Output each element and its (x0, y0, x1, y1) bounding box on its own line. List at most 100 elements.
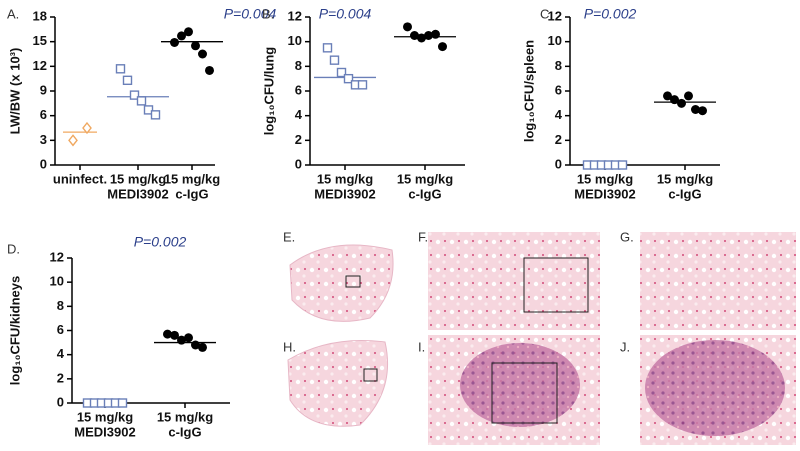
y-tick-label: 2 (57, 370, 64, 385)
x-tick-label: 15 mg/kg (164, 171, 220, 186)
data-point (143, 105, 154, 115)
panel-label: F. (418, 229, 428, 244)
y-tick-label: 4 (555, 107, 563, 122)
x-tick-label: c-IgG (168, 424, 201, 439)
p-value: P=0.002 (584, 6, 637, 22)
data-point (115, 64, 126, 74)
data-point (198, 49, 207, 59)
y-tick-label: 6 (555, 82, 562, 97)
data-point (177, 31, 186, 41)
y-axis-label: log₁₀CFU/kidneys (7, 276, 22, 385)
data-point (617, 160, 628, 170)
y-tick-label: 8 (555, 58, 562, 73)
p-value: P=0.004 (224, 6, 277, 22)
panel-label: I. (418, 339, 425, 354)
y-tick-label: 10 (50, 274, 64, 289)
x-tick-label: MEDI3902 (574, 186, 635, 201)
y-tick-label: 0 (57, 394, 64, 409)
data-point (184, 27, 193, 37)
x-tick-label: 15 mg/kg (157, 409, 213, 424)
x-tick-label: MEDI3902 (107, 186, 168, 201)
x-tick-label: 15 mg/kg (317, 171, 373, 186)
data-point (177, 335, 186, 345)
y-axis-label: LW/BW (x 10³) (7, 48, 22, 135)
y-tick-label: 9 (40, 82, 47, 97)
data-point (424, 31, 433, 40)
y-tick-label: 8 (295, 58, 302, 73)
data-point (82, 121, 92, 135)
p-value: P=0.004 (319, 6, 372, 22)
data-point (431, 29, 440, 39)
data-point (136, 96, 147, 106)
x-tick-label: c-IgG (668, 186, 701, 201)
y-tick-label: 0 (295, 156, 302, 171)
y-tick-label: 0 (40, 156, 47, 171)
data-point (329, 55, 340, 65)
y-tick-label: 6 (40, 107, 47, 122)
x-tick-label: 15 mg/kg (110, 171, 166, 186)
y-tick-label: 8 (57, 298, 64, 313)
data-point (191, 41, 200, 51)
data-point (417, 33, 426, 43)
y-tick-label: 4 (57, 346, 65, 361)
y-axis-label: log₁₀CFU/spleen (521, 40, 536, 142)
x-tick-label: 15 mg/kg (77, 409, 133, 424)
data-point (191, 340, 200, 350)
data-point (698, 106, 707, 116)
y-tick-label: 12 (50, 249, 64, 264)
y-tick-label: 12 (288, 8, 302, 23)
data-point (438, 42, 447, 52)
data-point (684, 91, 693, 101)
data-point (410, 31, 419, 40)
y-tick-label: 12 (33, 58, 47, 73)
y-tick-label: 12 (548, 8, 562, 23)
data-point (163, 329, 172, 339)
data-point (343, 73, 354, 84)
data-point (670, 95, 679, 105)
x-tick-label: c-IgG (175, 186, 208, 201)
data-point (677, 98, 686, 108)
data-point (198, 342, 207, 352)
y-tick-label: 10 (288, 33, 302, 48)
x-tick-label: 15 mg/kg (657, 171, 713, 186)
x-tick-label: uninfect. (53, 171, 107, 186)
panel-label: E. (283, 229, 295, 244)
p-value: P=0.002 (134, 234, 187, 250)
panel-label: G. (620, 229, 634, 244)
x-tick-label: MEDI3902 (314, 186, 375, 201)
y-axis-label: log₁₀CFU/lung (261, 47, 276, 136)
y-tick-label: 15 (33, 33, 47, 48)
data-point (68, 134, 78, 147)
data-point (122, 75, 133, 86)
panel-label: C. (540, 6, 553, 21)
x-tick-label: c-IgG (408, 186, 441, 201)
panel-label: A. (7, 6, 19, 21)
data-point (170, 330, 179, 340)
y-tick-label: 6 (295, 82, 302, 97)
y-tick-label: 18 (33, 8, 47, 23)
x-tick-label: 15 mg/kg (397, 171, 453, 186)
panel-label: J. (620, 339, 630, 354)
data-point (403, 22, 412, 32)
histology-images (287, 232, 796, 445)
data-point (322, 43, 333, 53)
data-point (184, 333, 193, 343)
y-tick-label: 4 (295, 107, 303, 122)
panel-label: H. (283, 339, 296, 354)
panel-label: D. (7, 241, 20, 256)
data-point (663, 91, 672, 101)
data-point (150, 110, 161, 120)
y-tick-label: 0 (555, 156, 562, 171)
x-tick-label: MEDI3902 (74, 424, 135, 439)
data-point (170, 37, 179, 47)
x-tick-label: 15 mg/kg (577, 171, 633, 186)
y-tick-label: 2 (555, 132, 562, 147)
panel-label: B. (262, 6, 274, 21)
data-point (117, 398, 128, 408)
data-point (357, 80, 368, 90)
y-tick-label: 2 (295, 132, 302, 147)
data-point (129, 90, 140, 100)
data-point (205, 65, 214, 75)
y-tick-label: 6 (57, 322, 64, 337)
